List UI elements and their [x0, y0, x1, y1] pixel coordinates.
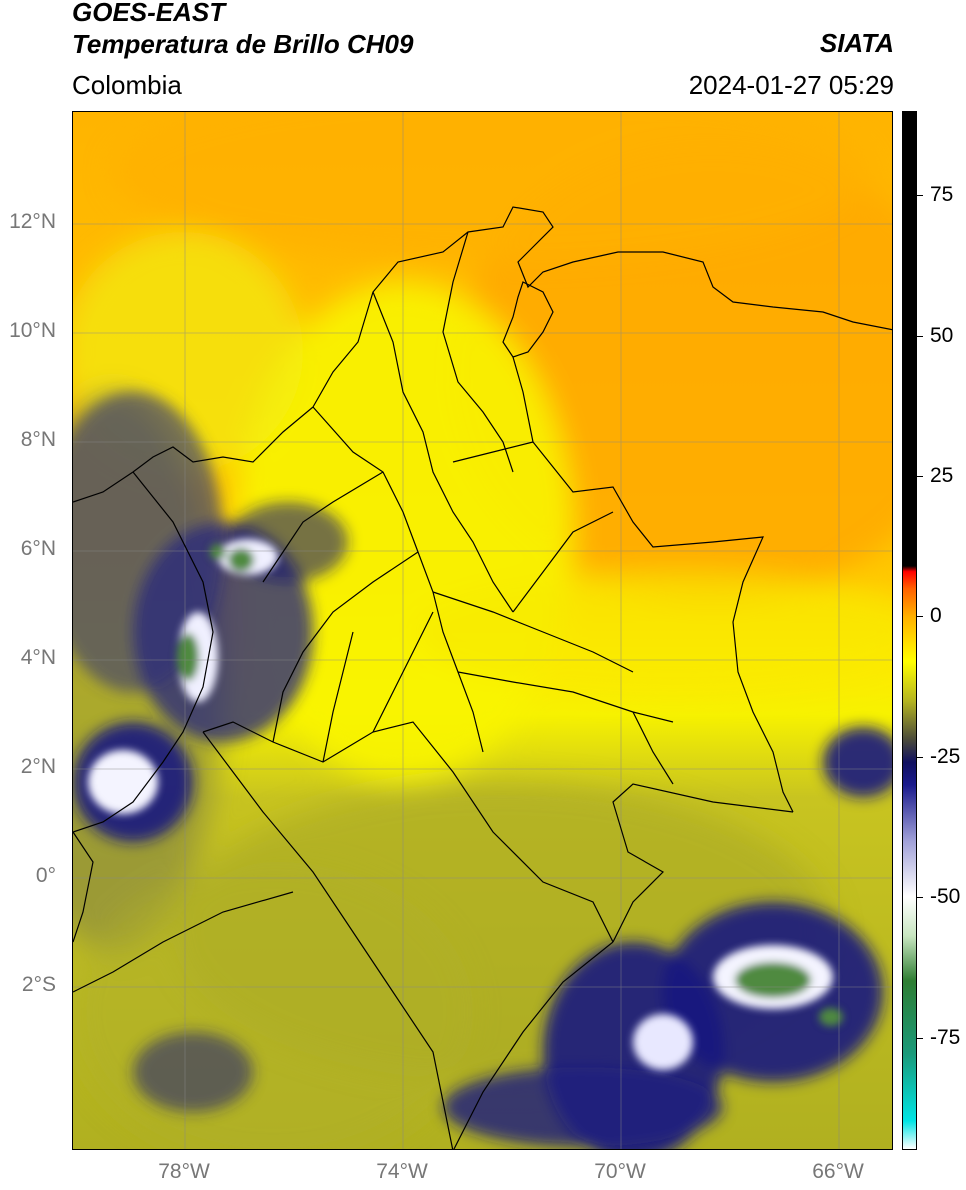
colorbar-tick-label: -75 — [930, 1025, 961, 1049]
colorbar-tick — [917, 897, 923, 899]
colorbar-tick — [917, 476, 923, 478]
lon-label: 70°W — [594, 1160, 646, 1183]
lon-label: 78°W — [158, 1160, 210, 1183]
datetime-label: 2024-01-27 05:29 — [688, 70, 894, 100]
lat-label: 2°N — [20, 755, 56, 778]
colorbar-tick-label: -25 — [930, 744, 961, 768]
lon-label: 66°W — [812, 1160, 864, 1183]
boundaries — [73, 206, 892, 1149]
region-label: Colombia — [72, 70, 182, 100]
organization-label: SIATA — [819, 28, 894, 58]
colorbar-tick-label: 0 — [930, 604, 942, 628]
colorbar-tick-label: -50 — [930, 885, 961, 909]
product-title: Temperatura de Brillo CH09 — [72, 29, 414, 59]
lat-label: 0° — [35, 864, 56, 887]
lon-label: 74°W — [376, 1160, 428, 1183]
lat-label: 10°N — [9, 319, 56, 342]
lat-label: 2°S — [21, 973, 56, 996]
cloud-bands — [73, 392, 892, 1149]
colorbar-tick-label: 50 — [930, 323, 954, 347]
satellite-title: GOES-EAST — [72, 0, 226, 27]
map-canvas — [73, 112, 892, 1149]
colorbar-tick-label: 25 — [930, 464, 954, 488]
colorbar-tick — [917, 756, 923, 758]
lat-label: 4°N — [20, 646, 56, 669]
colorbar-tick — [917, 1037, 923, 1039]
graticule — [73, 112, 892, 1149]
lat-label: 6°N — [20, 537, 56, 560]
colorbar-tick — [917, 195, 923, 197]
temperature-colorbar — [902, 111, 917, 1150]
satellite-map[interactable] — [72, 111, 893, 1150]
convective-cores — [88, 539, 843, 1070]
lat-label: 12°N — [9, 210, 56, 233]
colorbar-tick-label: 75 — [930, 183, 954, 207]
lat-label: 8°N — [20, 428, 56, 451]
colorbar-tick — [917, 335, 923, 337]
colorbar-tick — [917, 616, 923, 618]
